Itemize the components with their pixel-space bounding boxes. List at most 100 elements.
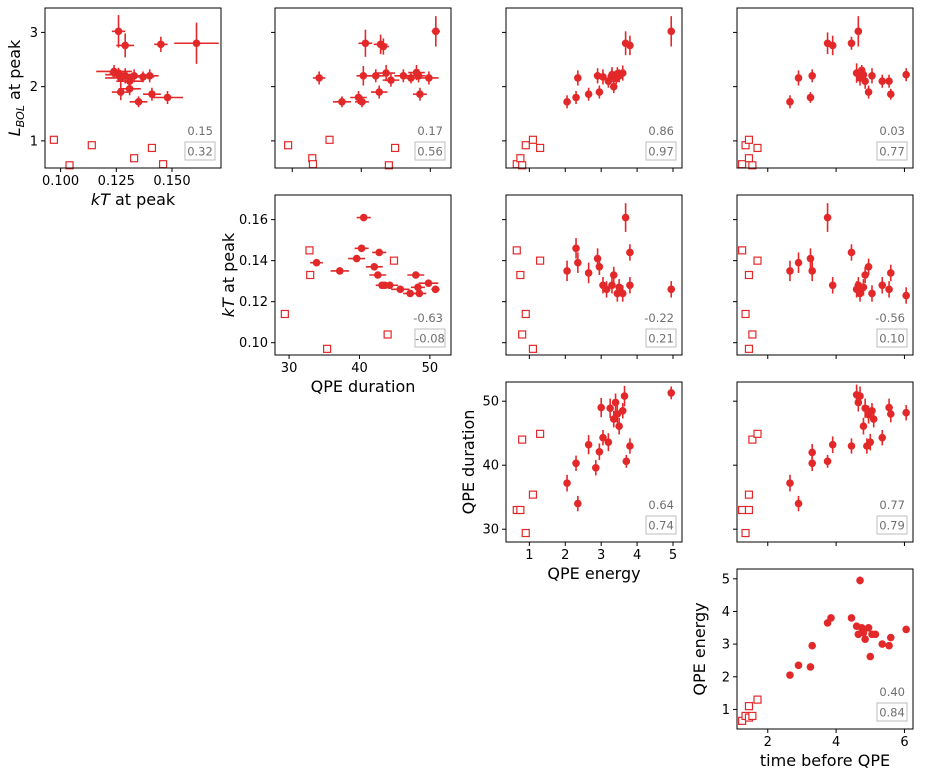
correlation-value: 0.77 [879, 498, 905, 512]
data-point [868, 289, 876, 298]
x-tick-label: 4 [633, 548, 641, 563]
open-square-point [518, 330, 527, 339]
x-tick-label: 0.125 [98, 174, 135, 189]
data-point [611, 398, 620, 407]
data-point [886, 269, 895, 277]
open-square-point [744, 490, 754, 499]
data-point [563, 98, 571, 106]
data-point [357, 244, 366, 253]
y-axis-label: kT at peak [219, 232, 238, 317]
correlation-boxed-value: -0.08 [415, 332, 445, 346]
data-point [868, 407, 876, 415]
data-point [432, 27, 440, 36]
correlation-box [876, 141, 908, 161]
open-square-point [390, 143, 400, 153]
data-point [359, 213, 368, 222]
correlation-box [645, 328, 677, 348]
open-square-point [516, 505, 525, 515]
data-point [574, 74, 582, 82]
open-square-point [748, 161, 757, 170]
y-axis-label: LBOL at peak [5, 39, 27, 136]
data-point [416, 90, 424, 99]
open-square-point [741, 528, 750, 538]
data-point [902, 625, 910, 634]
data-point [786, 479, 794, 487]
data-point [375, 88, 384, 96]
data-point [827, 614, 835, 622]
data-point [868, 71, 876, 80]
data-point [863, 442, 871, 450]
x-tick-label: 5 [669, 548, 677, 563]
open-square-point [753, 429, 762, 438]
data-point [599, 433, 607, 442]
y-tick-label: 3 [722, 638, 730, 653]
y-tick-label: 3 [30, 26, 38, 41]
open-square-point [738, 505, 747, 515]
scatter-panel-5: 30 40 50 0.10 0.12 0.14 0.16 QPE duration kT at … [219, 194, 452, 396]
x-tick-label: 2 [561, 548, 569, 563]
correlation-boxed-value: 0.21 [648, 332, 674, 346]
scatter-panel-2: 0.17 0.56 [271, 7, 452, 172]
correlation-value: 0.86 [648, 124, 674, 138]
data-point [667, 285, 676, 294]
correlation-box [645, 515, 677, 535]
correlation-box [876, 515, 908, 535]
x-tick-label: 1 [525, 548, 533, 563]
data-point [415, 289, 424, 298]
data-point [626, 248, 634, 257]
x-tick-label: 0.150 [153, 174, 190, 189]
y-tick-label: 0.16 [239, 213, 268, 228]
data-point [414, 283, 422, 292]
open-square-point [284, 141, 293, 150]
data-point [338, 98, 346, 106]
plot-frame [505, 7, 683, 169]
data-point [116, 88, 125, 96]
y-tick-label: 0.14 [239, 254, 268, 269]
data-point [385, 281, 394, 290]
open-square-point [738, 160, 747, 169]
data-point [599, 73, 607, 81]
correlation-value: -0.56 [875, 311, 905, 325]
scatter-panel-1: 0.100 0.125 0.150 1 2 3 kT at peak LBOL at peak… [5, 7, 222, 209]
data-point [396, 285, 405, 294]
data-point [618, 69, 627, 77]
data-point [622, 457, 631, 466]
data-point [886, 633, 895, 642]
correlation-box [184, 141, 216, 161]
data-point [847, 39, 856, 48]
data-point [878, 640, 887, 648]
scatter-panel-4: 0.03 0.77 [733, 7, 914, 172]
plot-frame [736, 381, 914, 543]
data-point [806, 254, 815, 263]
data-point [667, 27, 676, 36]
data-point [621, 213, 630, 222]
data-point [315, 74, 323, 82]
data-point [626, 281, 634, 290]
data-point [626, 41, 634, 50]
correlation-boxed-value: 0.10 [879, 332, 905, 346]
correlation-value: 0.64 [648, 498, 674, 512]
data-point [139, 73, 147, 81]
data-point [618, 289, 627, 298]
data-point [866, 652, 875, 661]
data-point [609, 82, 618, 91]
x-axis-label: kT at peak [91, 190, 176, 209]
data-point [584, 90, 593, 99]
x-tick-label: 50 [422, 361, 439, 376]
data-point [574, 499, 582, 508]
data-point [387, 76, 395, 84]
data-point [572, 244, 580, 253]
y-tick-label: 50 [482, 395, 499, 410]
y-tick-label: 5 [722, 572, 730, 587]
data-point [885, 77, 893, 86]
correlation-boxed-value: 0.32 [187, 145, 213, 159]
correlation-box [414, 141, 446, 161]
y-tick-label: 0.12 [239, 295, 268, 310]
data-point [572, 459, 580, 468]
open-square-point [306, 270, 315, 280]
x-tick-label: 40 [351, 361, 368, 376]
data-point [134, 98, 143, 106]
data-point [584, 440, 593, 449]
data-point [885, 403, 893, 412]
